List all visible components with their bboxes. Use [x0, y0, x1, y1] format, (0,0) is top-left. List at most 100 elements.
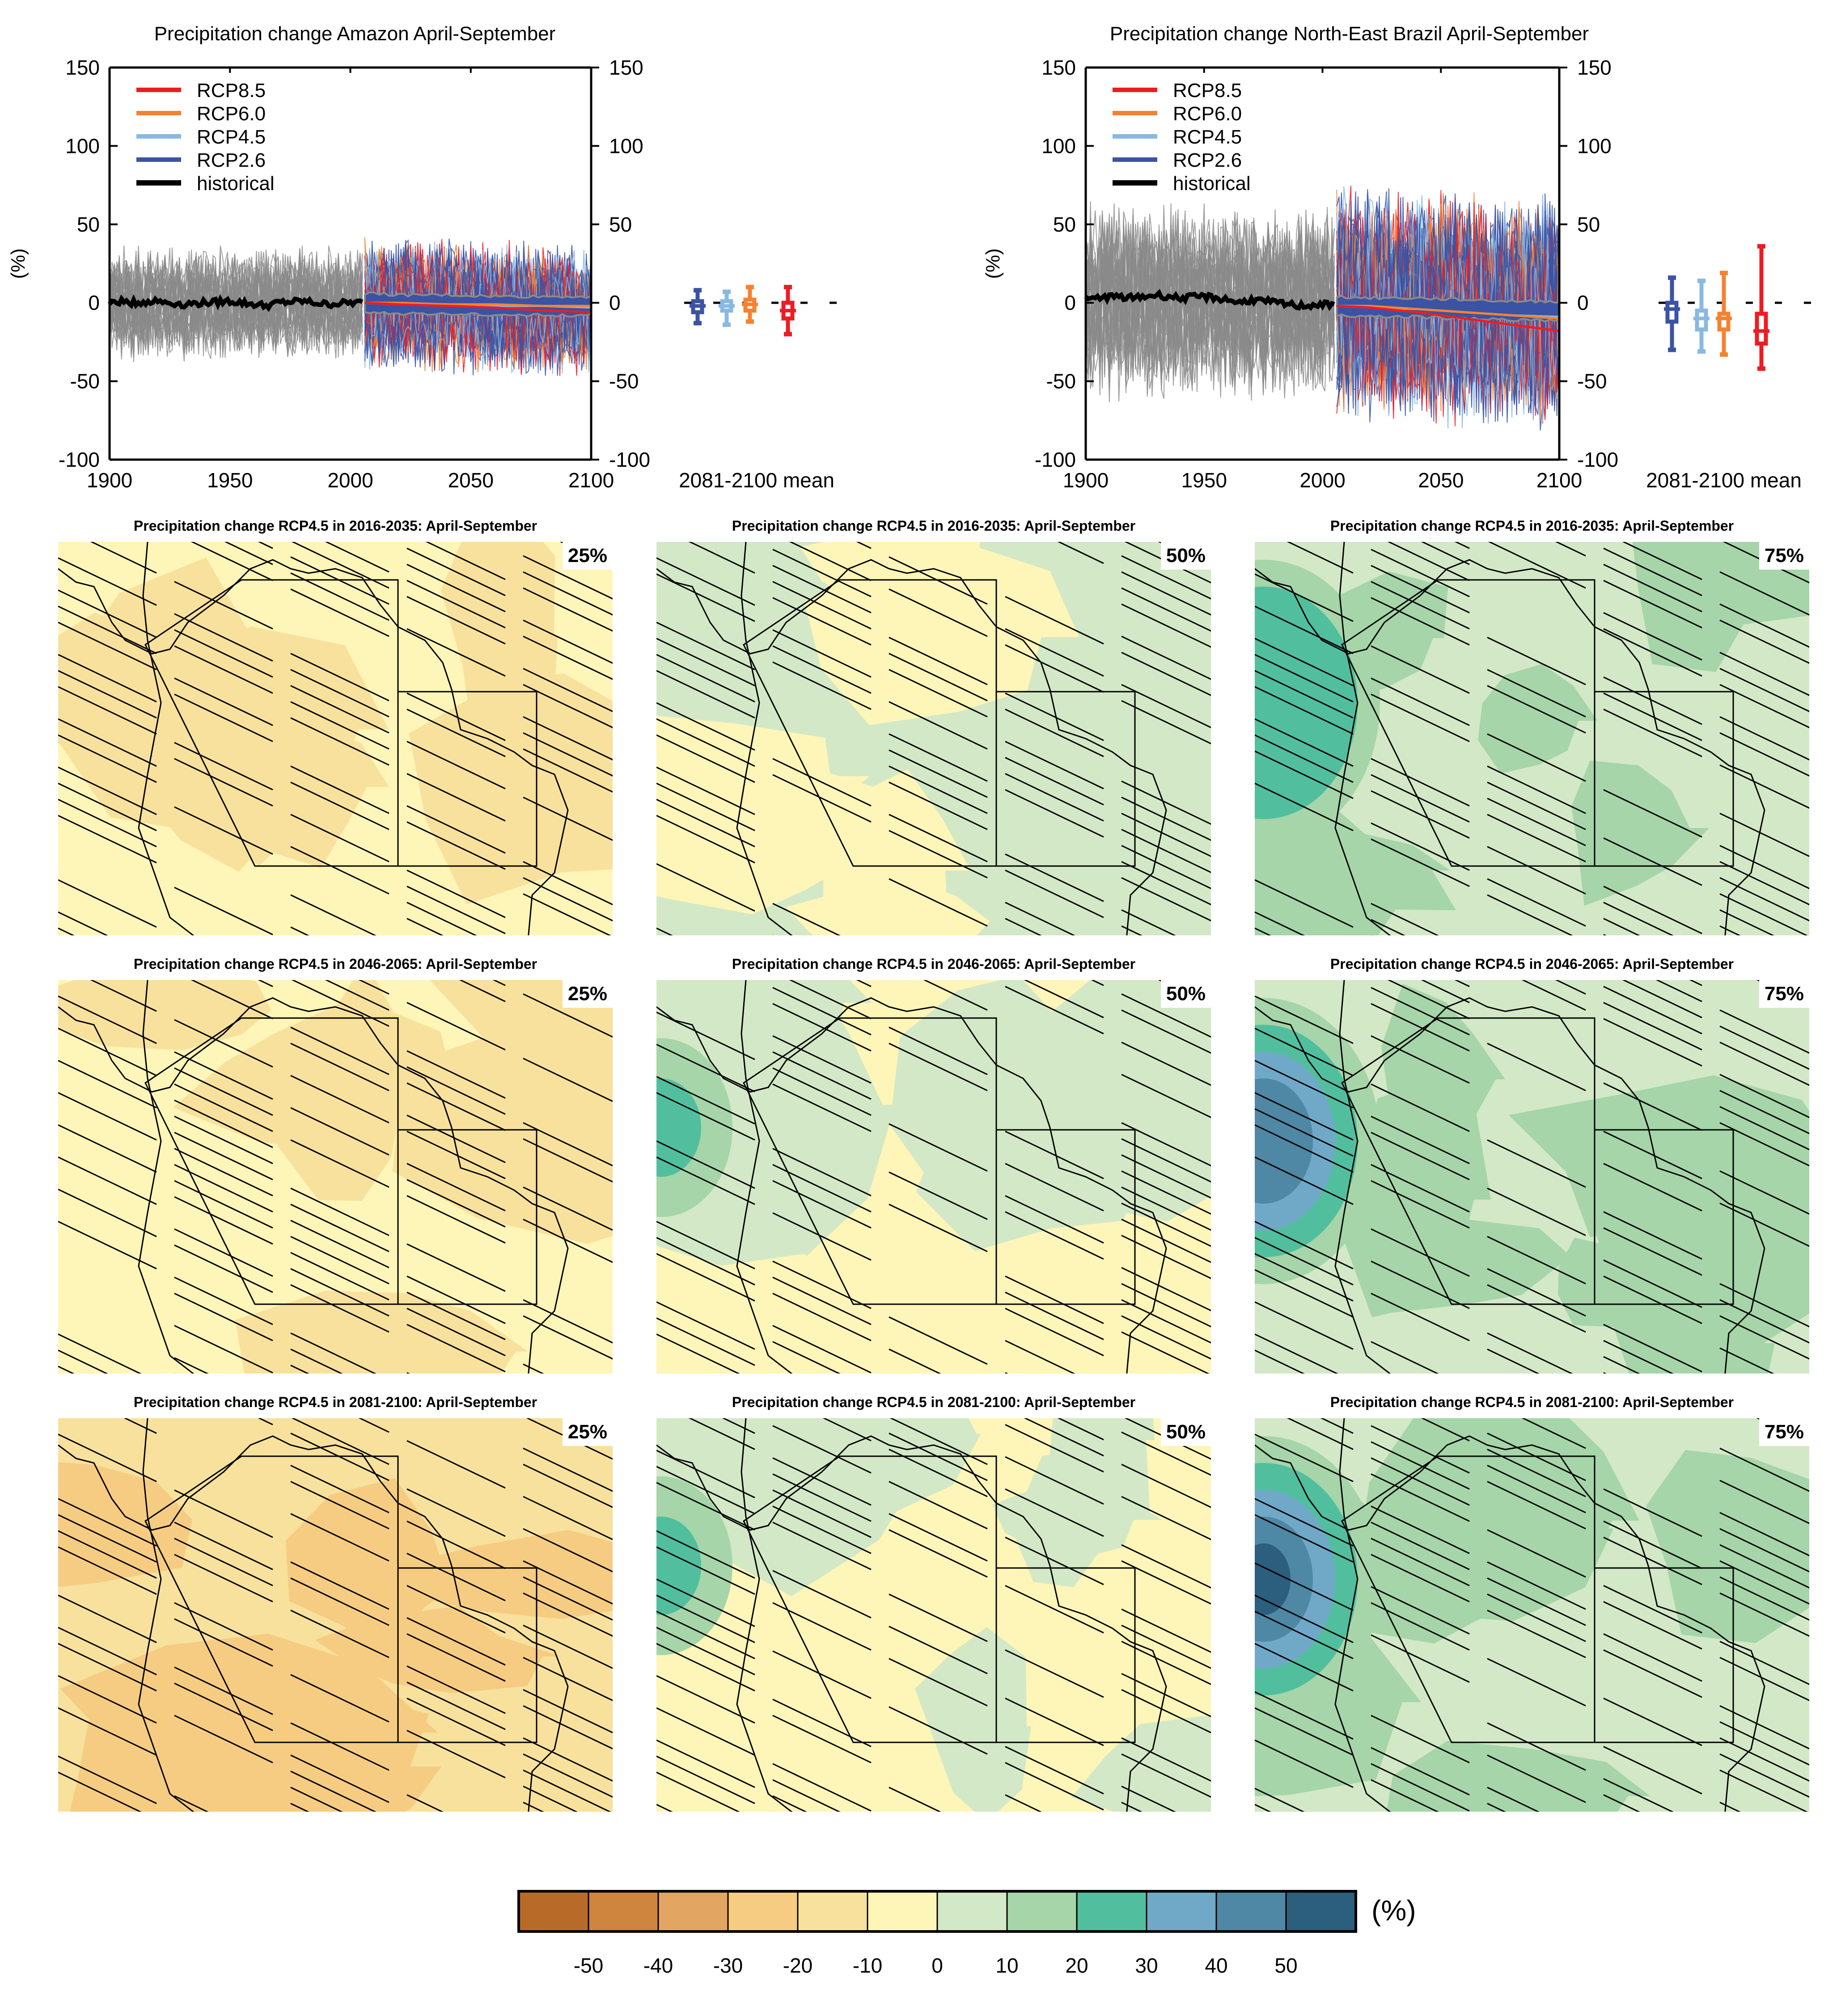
- hatch-line: [406, 1794, 444, 1812]
- hatch-line: [772, 1212, 872, 1261]
- hatch-line: [656, 1627, 755, 1675]
- colorbar-bin: [797, 1890, 868, 1932]
- map-panel-2-1: Precipitation change RCP4.5 in 2046-2065…: [58, 952, 613, 1377]
- hatch-line: [772, 758, 872, 807]
- contour-region: [401, 1530, 613, 1619]
- hatch-line: [772, 1083, 872, 1132]
- legend-label: RCP6.0: [197, 103, 266, 125]
- hatch-line: [406, 1698, 506, 1746]
- hatch-line: [1719, 845, 1809, 889]
- hatch-line: [290, 1348, 343, 1374]
- hatch-line: [290, 701, 389, 750]
- hatch-line: [290, 782, 389, 830]
- hatch-line: [1603, 628, 1702, 677]
- hatch-line: [1255, 1108, 1354, 1157]
- hatch-line: [290, 1513, 389, 1562]
- hatch-line: [1371, 581, 1470, 630]
- hatch-line: [1719, 651, 1809, 696]
- hatch-line: [1487, 685, 1586, 734]
- hatch-line: [1487, 1722, 1586, 1771]
- box-section-label: 2081-2100 mean: [679, 469, 834, 492]
- legend-label: RCP2.6: [1173, 149, 1242, 171]
- hatch-line: [889, 830, 988, 879]
- hatch-line: [1005, 1308, 1104, 1357]
- hatch-line: [523, 587, 613, 632]
- hatch-line: [1005, 1456, 1104, 1505]
- hatch-line: [1057, 542, 1104, 564]
- hatch-line: [1371, 1457, 1470, 1506]
- hatch-line: [772, 1795, 807, 1812]
- hatch-line: [1719, 1041, 1809, 1086]
- historical-model-line: [1085, 219, 1335, 396]
- legend-label: RCP2.6: [197, 149, 266, 171]
- hatch-line: [1121, 1608, 1211, 1653]
- hatch-line: [1121, 1737, 1211, 1782]
- hatch-line: [1005, 741, 1104, 790]
- amazon-region-outline: [1341, 579, 1596, 867]
- hatch-line: [1487, 1529, 1586, 1578]
- hatch-line: [1719, 1202, 1809, 1247]
- hatch-line: [772, 1602, 872, 1651]
- x-tick-label: 2100: [1536, 469, 1582, 492]
- hatch-line: [772, 1067, 872, 1116]
- hatch-line: [656, 799, 755, 847]
- hatch-line: [1121, 1331, 1210, 1374]
- hatch-line: [1603, 1601, 1702, 1650]
- contour-region: [286, 1478, 474, 1656]
- hatch-line: [174, 645, 273, 694]
- hatch-line: [406, 1050, 506, 1099]
- hatch-line: [1371, 1341, 1439, 1374]
- hatch-line: [406, 886, 506, 934]
- hatch-line: [523, 1496, 613, 1540]
- hatch-line: [290, 926, 309, 935]
- contour-region: [1344, 1081, 1491, 1317]
- map-title: Precipitation change RCP4.5 in 2081-2100…: [133, 1394, 537, 1410]
- hatch-line: [523, 1560, 613, 1605]
- hatch-line: [772, 565, 872, 613]
- colorbar-bin: [867, 1890, 938, 1932]
- map-title: Precipitation change RCP4.5 in 2046-2065…: [732, 956, 1136, 972]
- hatch-line: [1719, 603, 1809, 648]
- hatch-line: [1371, 1035, 1470, 1084]
- hatch-line: [1371, 1164, 1470, 1213]
- y-tick-label-right: -100: [1577, 448, 1618, 471]
- hatch-line: [923, 980, 988, 1011]
- hatch-line: [406, 1585, 506, 1634]
- hatch-line: [656, 863, 755, 912]
- hatch-line: [1371, 1538, 1470, 1586]
- hatch-line: [406, 709, 506, 757]
- amazon-region-outline: [144, 1017, 399, 1305]
- hatch-line: [1487, 1593, 1586, 1642]
- hatch-line: [1255, 1156, 1354, 1205]
- hatch-line: [523, 1138, 613, 1183]
- hatch-line: [406, 693, 506, 741]
- colorbar-unit-label: (%): [1371, 1894, 1416, 1927]
- hatch-line: [1005, 1585, 1104, 1634]
- hatch-line: [1121, 587, 1211, 632]
- hatch-line: [1005, 1537, 1104, 1585]
- box-section-label: 2081-2100 mean: [1646, 469, 1802, 492]
- hatch-line: [1255, 1253, 1354, 1302]
- hatch-line: [889, 1171, 988, 1220]
- hatch-line: [1005, 1698, 1104, 1746]
- y-tick-label-left: 0: [88, 291, 100, 314]
- hatch-line: [174, 1795, 209, 1812]
- x-tick-label: 1900: [1063, 469, 1109, 492]
- hatch-line: [406, 628, 506, 677]
- hatch-line: [1005, 986, 1104, 1035]
- hatch-line: [58, 799, 157, 847]
- hatch-line: [58, 911, 108, 935]
- coastline-west: [736, 1418, 793, 1812]
- hatch-line: [1371, 1634, 1470, 1683]
- hatch-line: [656, 1317, 755, 1366]
- timeseries-ne-brazil-svg: Precipitation change North-East Brazil A…: [982, 23, 1811, 492]
- hatch-line: [1719, 812, 1809, 857]
- hatch-line: [889, 1204, 988, 1252]
- hatch-line: [789, 980, 872, 1019]
- hatch-line: [174, 1116, 273, 1164]
- hatch-line: [656, 766, 755, 815]
- hatch-line: [656, 1530, 755, 1579]
- colorbar: -50 -40 -30 -20 -10 0 10 20 30 40 50 (%): [514, 1880, 1453, 1990]
- hatch-line: [1603, 1488, 1702, 1537]
- hatch-line: [1487, 765, 1586, 814]
